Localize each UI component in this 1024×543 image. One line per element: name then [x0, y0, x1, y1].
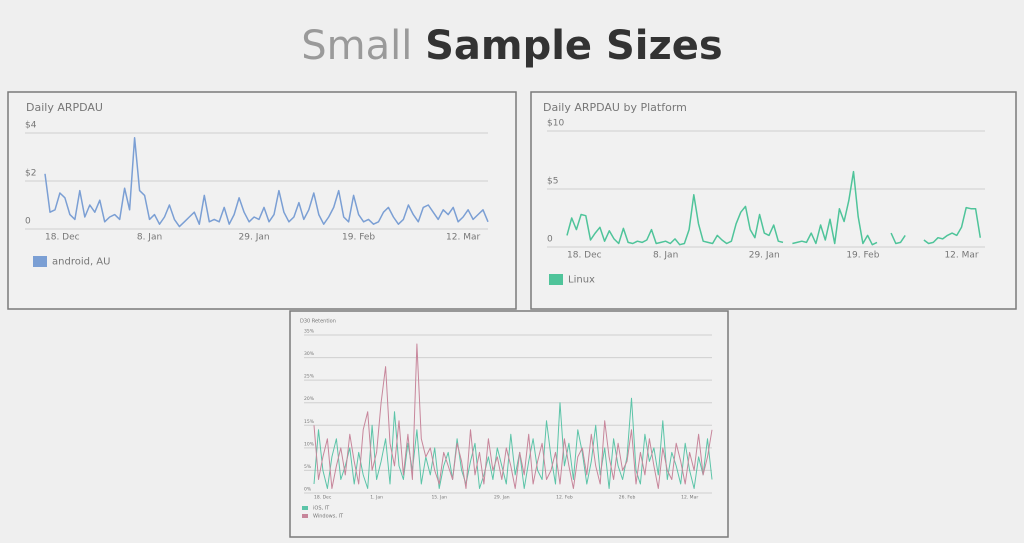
y-tick-label: 30% — [304, 351, 315, 357]
x-tick-label: 29. Jan — [494, 495, 510, 501]
x-tick-label: 18. Dec — [45, 233, 80, 243]
x-tick-label: 8. Jan — [137, 233, 162, 243]
legend-swatch — [302, 506, 308, 510]
legend-swatch — [549, 274, 563, 285]
legend-swatch — [33, 256, 47, 267]
y-tick-label: 35% — [304, 329, 315, 335]
legend-swatch — [302, 514, 308, 518]
title-light: Small — [301, 23, 412, 69]
y-tick-label: $5 — [547, 177, 558, 187]
x-tick-label: 19. Feb — [846, 251, 879, 261]
y-tick-label: 0 — [25, 217, 31, 227]
legend-label: android, AU — [52, 257, 110, 268]
y-tick-label: 5% — [304, 464, 312, 470]
x-tick-label: 29. Jan — [749, 251, 780, 261]
y-tick-label: 0% — [304, 487, 312, 493]
chart-panel — [7, 91, 517, 310]
series-line — [44, 137, 489, 228]
legend-label: Linux — [568, 275, 595, 286]
y-tick-label: 10% — [304, 441, 315, 447]
series-line — [313, 397, 713, 489]
x-tick-label: 1. Jan — [370, 495, 383, 501]
y-tick-label: $2 — [25, 169, 36, 179]
x-tick-label: 8. Jan — [653, 251, 678, 261]
chart-title: D30 Retention — [300, 319, 336, 325]
y-tick-label: 25% — [304, 374, 315, 380]
x-tick-label: 12. Feb — [556, 495, 573, 501]
chart-title: Daily ARPDAU — [26, 101, 103, 114]
y-tick-label: 0 — [547, 235, 553, 245]
slide-title: Small Sample Sizes — [301, 23, 722, 69]
x-tick-label: 18. Dec — [314, 495, 332, 501]
x-tick-label: 15. Jan — [431, 495, 447, 501]
title-bold: Sample Sizes — [425, 23, 723, 69]
y-tick-label: 15% — [304, 419, 315, 425]
legend-label: Windows, IT — [313, 514, 344, 520]
x-tick-label: 12. Mar — [944, 251, 978, 261]
x-tick-label: 12. Mar — [446, 233, 480, 243]
legend-label: iOS, IT — [313, 506, 330, 512]
chart-panel — [530, 91, 1017, 310]
y-tick-label: $10 — [547, 119, 564, 129]
x-tick-label: 18. Dec — [567, 251, 602, 261]
series-line — [566, 170, 982, 246]
x-tick-label: 19. Feb — [342, 233, 375, 243]
chart-title: Daily ARPDAU by Platform — [543, 101, 687, 114]
y-tick-label: $4 — [25, 121, 37, 131]
x-tick-label: 29. Jan — [239, 233, 270, 243]
series-line — [313, 343, 713, 489]
x-tick-label: 26. Feb — [619, 495, 636, 501]
y-tick-label: 20% — [304, 396, 315, 402]
chart-panel — [289, 310, 729, 538]
x-tick-label: 12. Mar — [681, 495, 698, 501]
